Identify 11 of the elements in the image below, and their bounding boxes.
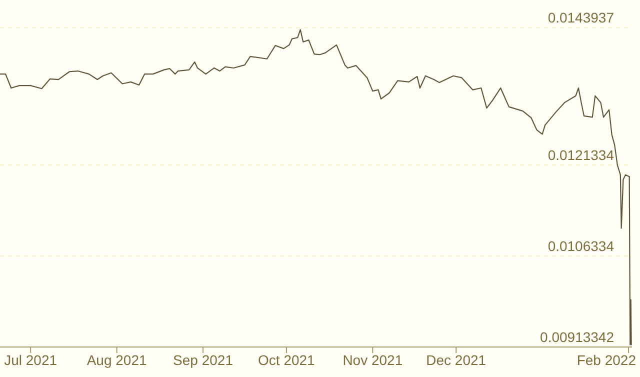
- x-tick-label: Dec 2021: [426, 352, 486, 368]
- y-tick-label: 0.00913342: [540, 329, 614, 345]
- x-tick-label: Oct 2021: [258, 352, 316, 368]
- x-tick-label: Feb 2022: [576, 352, 636, 368]
- y-tick-label: 0.0121334: [548, 146, 614, 163]
- x-tick-label: Aug 2021: [86, 352, 147, 368]
- x-tick-label: Sep 2021: [173, 352, 234, 368]
- x-tick-label: Jul 2021: [4, 352, 58, 368]
- x-tick-label: Nov 2021: [342, 352, 403, 368]
- y-tick-label: 0.0143937: [548, 10, 614, 26]
- y-tick-label: 0.0106334: [548, 238, 614, 254]
